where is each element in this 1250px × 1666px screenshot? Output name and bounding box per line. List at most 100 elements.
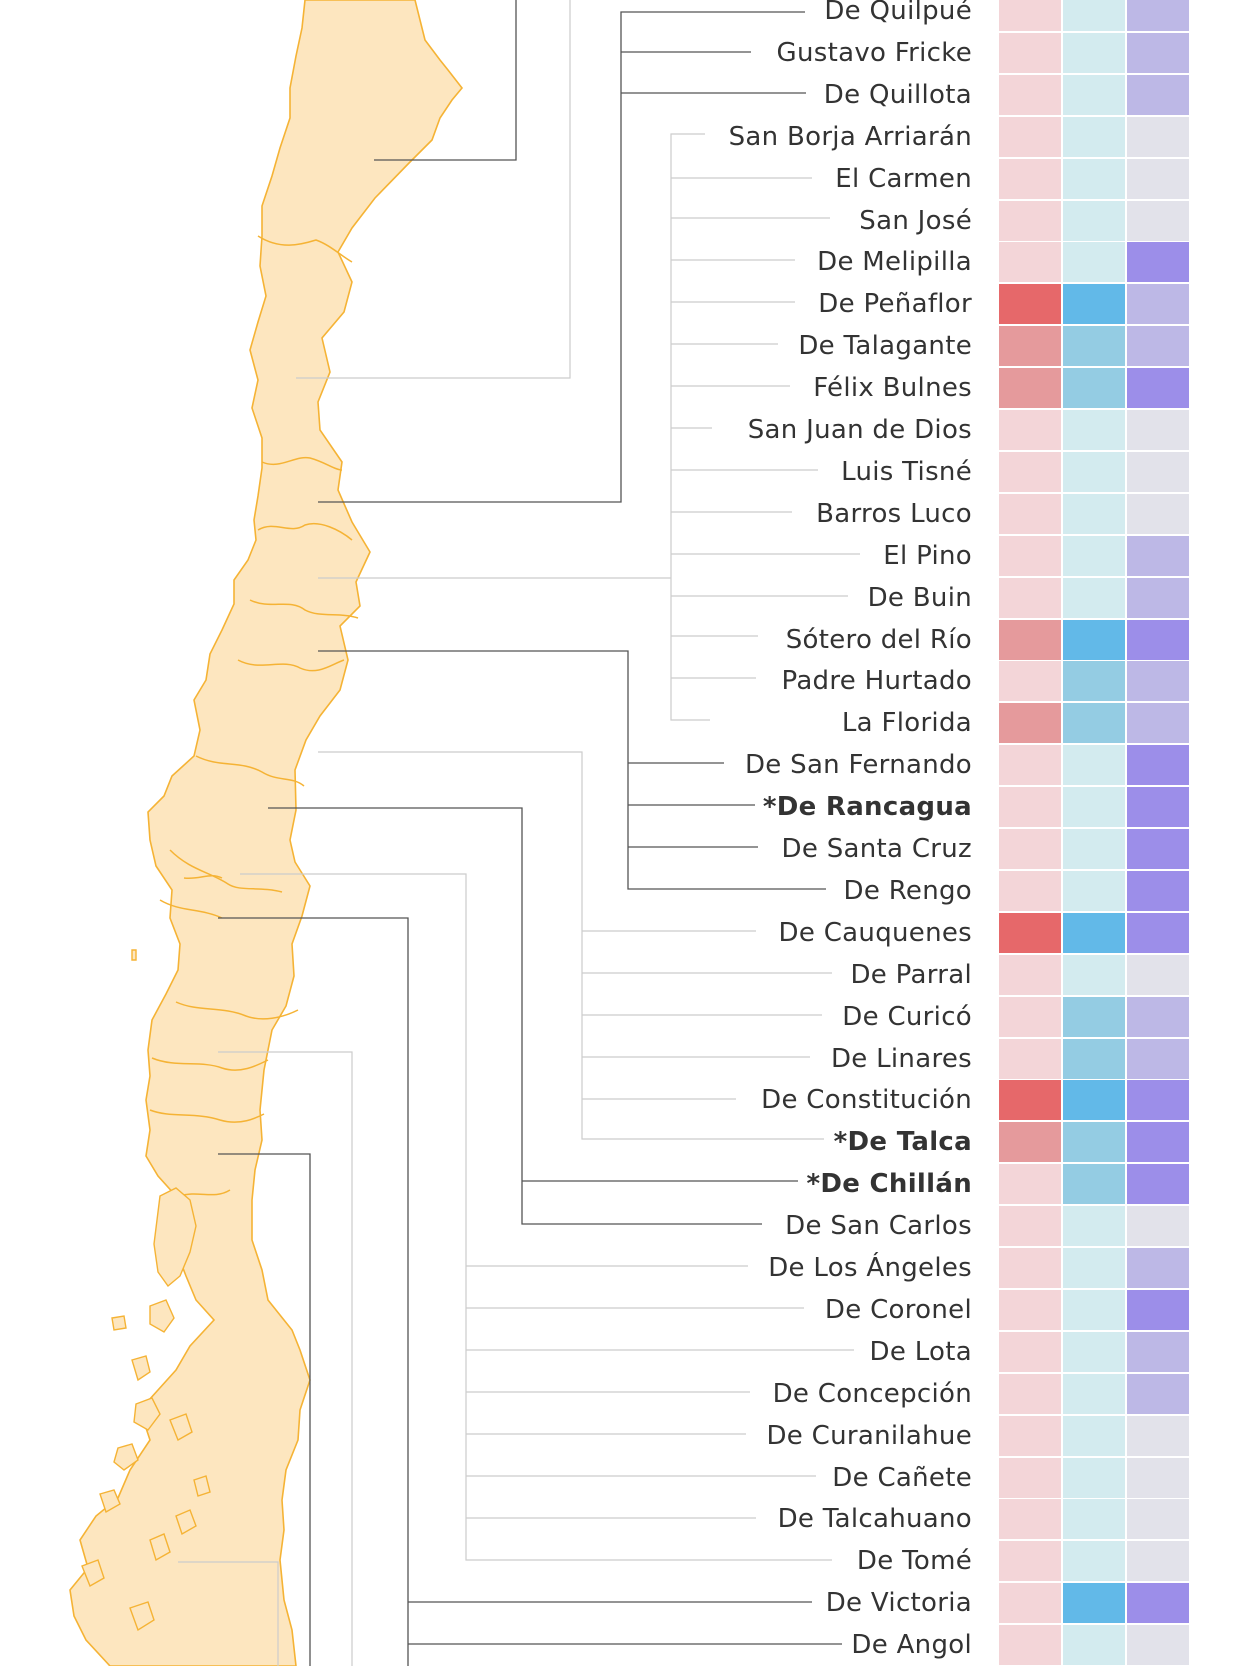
hospital-label: De Constitución	[753, 1079, 972, 1122]
leader-maule	[318, 751, 824, 1140]
indicator-cell-2	[1063, 829, 1125, 869]
indicator-cell-3	[1127, 1541, 1189, 1582]
indicator-cell-2	[1063, 1541, 1125, 1582]
leader-lines	[178, 0, 860, 1666]
indicator-cell-1	[999, 954, 1061, 995]
indicator-cell-2	[1063, 158, 1125, 199]
indicator-cell-1	[999, 1164, 1061, 1205]
hospital-label: De Talcahuano	[769, 1498, 972, 1541]
indicator-cell-1	[999, 1499, 1061, 1540]
leader-ohiggins-ticks	[628, 762, 760, 848]
indicator-cell-2	[1063, 1289, 1125, 1330]
indicator-cell-3	[1127, 1415, 1189, 1456]
hospital-row: De Curanilahue	[0, 1414, 1250, 1457]
hospital-label: De Rengo	[835, 869, 972, 912]
indicator-cell-2	[1063, 1080, 1125, 1121]
indicator-cell-1	[999, 200, 1061, 241]
hospital-row: De San Carlos	[0, 1205, 1250, 1248]
leader-maule-ticks	[582, 930, 832, 1100]
leader-north-2	[296, 0, 571, 379]
indicator-cell-3	[1127, 954, 1189, 995]
indicator-cell-3	[1127, 829, 1189, 869]
hospital-label: San Borja Arriarán	[720, 115, 972, 158]
hospital-row: De San Fernando	[0, 744, 1250, 787]
indicator-cell-3	[1127, 493, 1189, 534]
leader-south-1	[218, 1051, 353, 1666]
hospital-row: De Los Ángeles	[0, 1247, 1250, 1289]
leader-ohiggins	[318, 650, 826, 890]
indicator-cell-3	[1127, 1038, 1189, 1079]
indicator-cell-3	[1127, 745, 1189, 786]
indicator-cell-3	[1127, 577, 1189, 618]
leader-north-1	[374, 0, 517, 161]
indicator-cell-3	[1127, 996, 1189, 1037]
hospital-row: De Tomé	[0, 1540, 1250, 1583]
hospital-label: De Buin	[859, 576, 972, 619]
indicator-cell-3	[1127, 912, 1189, 953]
hospital-row: De Santa Cruz	[0, 828, 1250, 870]
indicator-cell-1	[999, 1415, 1061, 1456]
hospital-row: Sótero del Río	[0, 618, 1250, 661]
hospital-row: De Constitución	[0, 1079, 1250, 1122]
indicator-cell-2	[1063, 32, 1125, 73]
hospital-row: De Curicó	[0, 995, 1250, 1038]
indicator-cell-3	[1127, 1289, 1189, 1330]
hospital-label: De Linares	[822, 1037, 972, 1080]
indicator-cell-3	[1127, 1583, 1189, 1624]
indicator-cell-1	[999, 1583, 1061, 1624]
indicator-cell-3	[1127, 1457, 1189, 1498]
hospital-label: De Tomé	[848, 1540, 972, 1583]
hospital-label: De Talagante	[790, 325, 972, 368]
indicator-cell-1	[999, 829, 1061, 869]
hospital-row: San José	[0, 199, 1250, 242]
hospital-row: Félix Bulnes	[0, 367, 1250, 410]
hospital-row: San Juan de Dios	[0, 409, 1250, 451]
indicator-cell-1	[999, 1080, 1061, 1121]
hospital-label: San Juan de Dios	[739, 409, 972, 451]
chile-mainland-shape	[69, 0, 464, 1666]
indicator-cell-2	[1063, 1164, 1125, 1205]
hospital-label: *De Talca	[825, 1121, 972, 1164]
indicator-cell-2	[1063, 116, 1125, 157]
indicator-cell-1	[999, 577, 1061, 618]
hospital-label: San José	[851, 199, 972, 242]
indicator-cell-2	[1063, 493, 1125, 534]
leader-biobio-ticks	[466, 1265, 854, 1519]
hospital-row: De Lota	[0, 1330, 1250, 1373]
hospital-row: De Coronel	[0, 1288, 1250, 1331]
hospital-row: De Concepción	[0, 1372, 1250, 1415]
indicator-cell-3	[1127, 661, 1189, 702]
hospital-row: De Melipilla	[0, 241, 1250, 284]
indicator-cell-2	[1063, 619, 1125, 660]
indicator-cell-3	[1127, 1331, 1189, 1372]
indicator-cell-3	[1127, 870, 1189, 911]
indicator-cell-3	[1127, 1080, 1189, 1121]
indicator-cell-3	[1127, 0, 1189, 31]
hospital-label: Padre Hurtado	[773, 660, 972, 703]
indicator-cell-3	[1127, 451, 1189, 492]
hospital-label: De Curanilahue	[758, 1414, 972, 1457]
hospital-row: Padre Hurtado	[0, 660, 1250, 703]
indicator-cell-3	[1127, 1499, 1189, 1540]
hospital-label: Luis Tisné	[833, 450, 972, 493]
hospital-label: De Quillota	[815, 73, 972, 116]
indicator-cell-2	[1063, 996, 1125, 1037]
hospital-label: La Florida	[833, 702, 972, 745]
indicator-cell-3	[1127, 242, 1189, 283]
hospital-label: De Peñaflor	[810, 283, 972, 326]
indicator-cell-1	[999, 1625, 1061, 1666]
hospital-label: Sótero del Río	[777, 618, 972, 661]
indicator-cell-2	[1063, 242, 1125, 283]
indicator-cell-2	[1063, 954, 1125, 995]
hospital-label: *De Chillán	[798, 1163, 972, 1206]
indicator-cell-3	[1127, 200, 1189, 241]
indicator-cell-3	[1127, 535, 1189, 576]
indicator-cell-2	[1063, 870, 1125, 911]
hospital-row: De Parral	[0, 953, 1250, 996]
indicator-cell-1	[999, 870, 1061, 911]
leader-nuble	[268, 807, 762, 1225]
hospital-row: De Buin	[0, 576, 1250, 619]
hospital-label: De Melipilla	[809, 241, 972, 284]
hospital-row: Barros Luco	[0, 492, 1250, 535]
